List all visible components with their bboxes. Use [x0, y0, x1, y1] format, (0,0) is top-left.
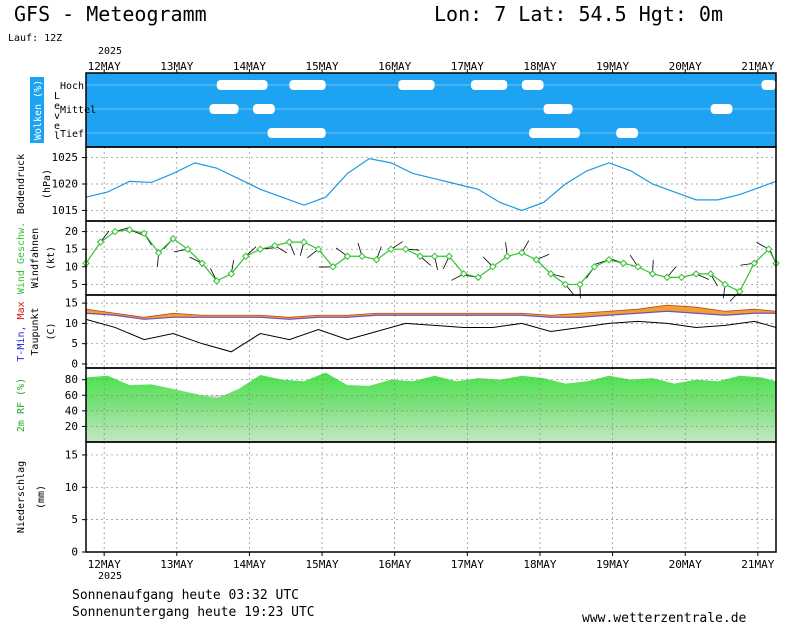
humidity-area — [86, 373, 776, 442]
cloud-level-mittel: Mittel — [60, 105, 96, 116]
wind-ylabel: Wind Geschw. — [16, 222, 27, 294]
pressure-unit: (hPa) — [42, 169, 53, 199]
humidity-ytick-label: 40 — [65, 404, 78, 417]
temp-unit: (C) — [46, 322, 57, 340]
location-info: Lon: 7 Lat: 54.5 Hgt: 0m — [434, 4, 723, 24]
temperature-ytick-label: 10 — [65, 317, 78, 330]
wind-speed-point — [286, 239, 292, 245]
precipitation-ytick-label: 5 — [71, 513, 78, 526]
cloud-side-label: l — [54, 131, 60, 142]
temperature-ytick-label: 5 — [71, 337, 78, 350]
wind-speed-point — [432, 253, 438, 259]
dewpoint-line — [86, 319, 776, 351]
pressure-line — [86, 159, 776, 211]
precipitation-ytick-label: 0 — [71, 546, 78, 559]
humidity-ytick-label: 20 — [65, 420, 78, 433]
pressure-ytick-label: 1025 — [52, 151, 79, 164]
temp-sublabel: Taupunkt — [30, 307, 41, 355]
cloud-level-tief: Tief — [60, 129, 84, 140]
wind-speed-point — [519, 250, 525, 256]
wind-sublabel: Windfahnen — [30, 228, 41, 288]
date-label-bottom: 15MAY — [305, 558, 338, 571]
pressure-ylabel: Bodendruck — [16, 154, 27, 214]
date-label-bottom: 20MAY — [669, 558, 702, 571]
sunrise-text: Sonnenaufgang heute 03:32 UTC — [72, 589, 299, 602]
date-label-bottom: 16MAY — [378, 558, 411, 571]
humidity-ytick-label: 80 — [65, 373, 78, 386]
wind-ytick-label: 15 — [65, 243, 78, 256]
cloud-level-hoch: Hoch — [60, 81, 84, 92]
date-label-bottom: 13MAY — [160, 558, 193, 571]
temperature-ytick-label: 0 — [71, 357, 78, 370]
wind-speed-point — [693, 271, 699, 277]
wind-speed-point — [620, 260, 626, 266]
date-label-bottom: 21MAY — [741, 558, 774, 571]
precip-ylabel: Niederschlag — [16, 461, 27, 533]
humidity-ytick-label: 60 — [65, 389, 78, 402]
date-label-bottom: 17MAY — [451, 558, 484, 571]
precipitation-ytick-label: 10 — [65, 481, 78, 494]
run-info: Lauf: 12Z — [8, 34, 62, 44]
wind-speed-point — [679, 274, 685, 280]
precipitation-border — [86, 442, 776, 552]
wind-speed-line — [86, 230, 776, 292]
sunset-text: Sonnenuntergang heute 19:23 UTC — [72, 606, 315, 619]
temp-ylabel: T-Min, Max — [16, 301, 27, 361]
wind-speed-point — [301, 239, 307, 245]
wind-ytick-label: 5 — [71, 278, 78, 291]
pressure-ytick-label: 1015 — [52, 204, 79, 217]
year-label-bottom: 2025 — [98, 572, 122, 582]
date-label-bottom: 19MAY — [596, 558, 629, 571]
year-label-top: 2025 — [98, 47, 122, 57]
pressure-ytick-label: 1020 — [52, 178, 79, 191]
date-label-bottom: 12MAY — [88, 558, 121, 571]
page-title: GFS - Meteogramm — [14, 4, 207, 24]
wind-ytick-label: 10 — [65, 260, 78, 273]
wind-ytick-label: 20 — [65, 225, 78, 238]
wind-speed-point — [650, 271, 656, 277]
cloud-ylabel: Wolken (%) — [33, 80, 44, 140]
temperature-ytick-label: 15 — [65, 297, 78, 310]
site-link[interactable]: www.wetterzentrale.de — [582, 612, 746, 625]
wind-speed-point — [257, 246, 263, 252]
precip-unit: (mm) — [36, 485, 47, 509]
date-label-bottom: 14MAY — [233, 558, 266, 571]
wind-speed-point — [606, 257, 612, 263]
wind-border — [86, 221, 776, 295]
wind-speed-point — [635, 264, 641, 270]
humidity-ylabel: 2m RF (%) — [16, 378, 27, 432]
wind-speed-point — [403, 246, 409, 252]
wind-unit: (kt) — [46, 246, 57, 270]
date-label-bottom: 18MAY — [523, 558, 556, 571]
wind-speed-point — [359, 253, 365, 259]
precipitation-ytick-label: 15 — [65, 448, 78, 461]
